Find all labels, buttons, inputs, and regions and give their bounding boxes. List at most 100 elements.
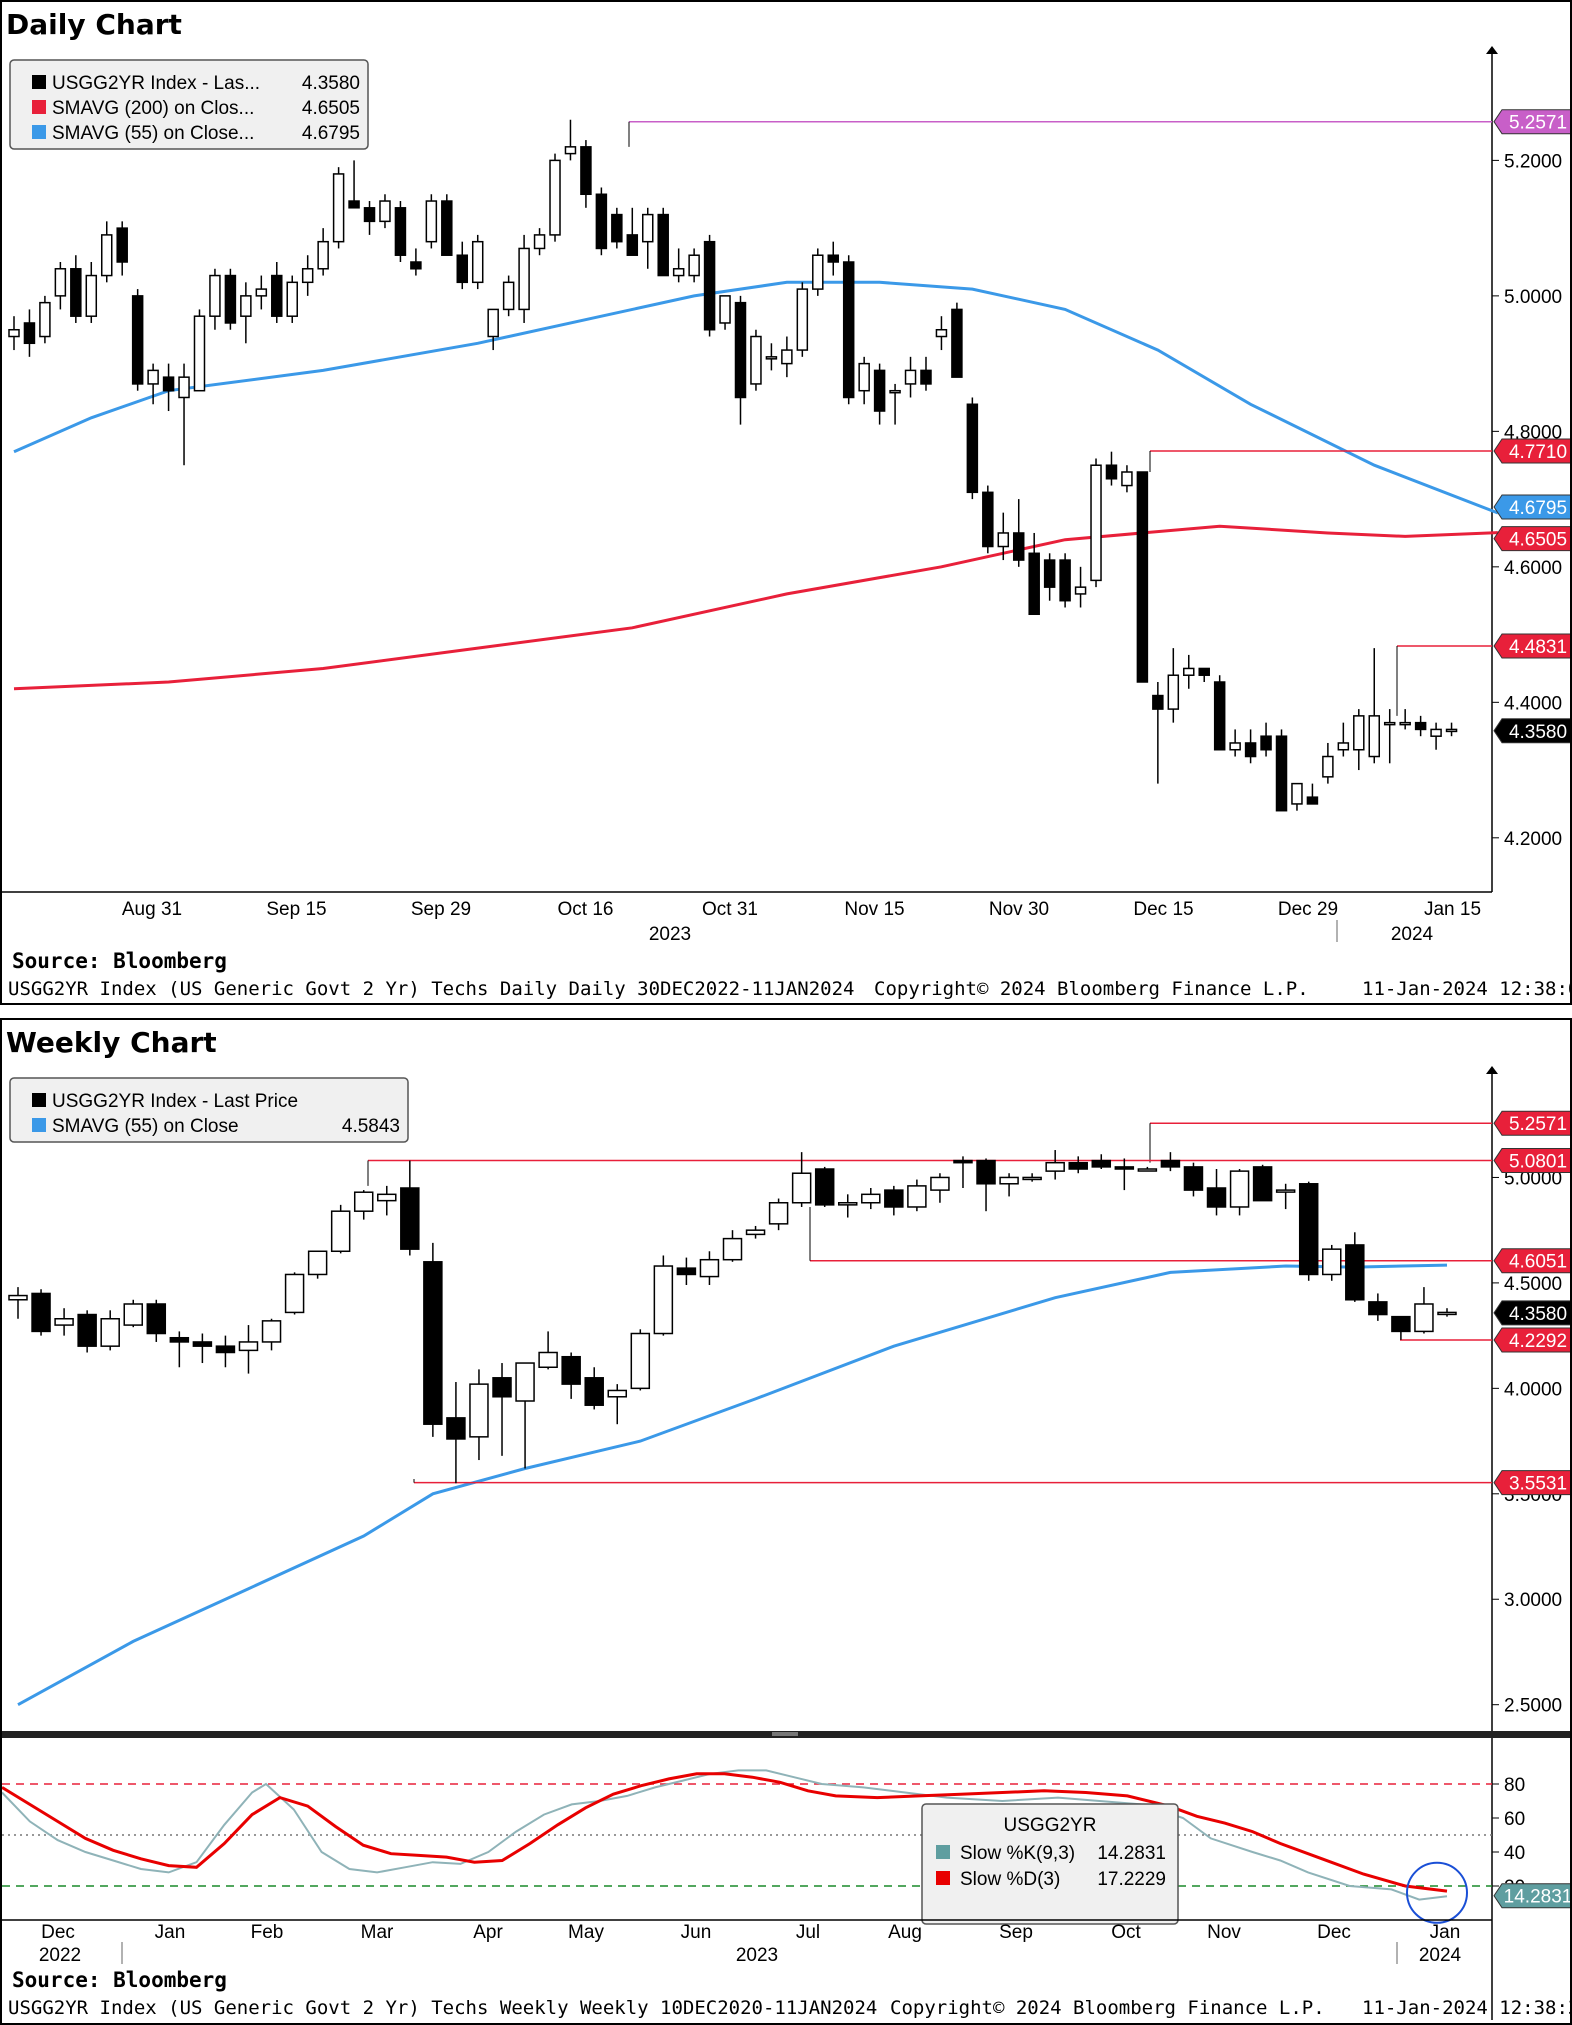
daily-candle-52 [812, 254, 824, 290]
daily-candle-73 [1136, 471, 1149, 683]
daily-candle-47 [734, 301, 747, 399]
daily-candle-22 [348, 200, 360, 209]
weekly-legend [9, 1077, 409, 1143]
weekly-candle-13 [307, 1250, 328, 1276]
daily-legend-label-0: USGG2YR Index - Las... [52, 73, 260, 94]
daily-candle-38 [595, 193, 608, 250]
daily-candle-90 [1399, 721, 1411, 726]
weekly-candle-21 [492, 1377, 512, 1398]
weekly-candle-52 [1206, 1187, 1227, 1208]
weekly-candle-37 [861, 1193, 881, 1204]
daily-candle-20 [317, 240, 329, 270]
daily-candle-35 [549, 159, 561, 236]
daily-x-tick-label-1: Sep 15 [266, 899, 326, 920]
daily-legend-swatch-0 [32, 75, 46, 89]
weekly-y-tick-label-3: 4.0000 [1504, 1379, 1562, 1400]
weekly-y-tick-label-0: 2.5000 [1504, 1696, 1562, 1717]
weekly-candle-36 [837, 1202, 858, 1206]
daily-candle-30 [471, 240, 484, 284]
weekly-chart-panel: Weekly Chart 2.5000 3.0000 3.5000 4.0000 4.5… [0, 1018, 1572, 2025]
daily-y-tick-label-0: 4.2000 [1504, 829, 1562, 850]
weekly-x-tick-label-12: Dec [1317, 1922, 1351, 1943]
daily-candle-68 [1059, 559, 1071, 602]
daily-candle-3 [54, 268, 67, 297]
weekly-x-tick-label-13: Jan [1430, 1922, 1461, 1943]
stoch-y-tick-label-3: 80 [1504, 1775, 1525, 1796]
daily-footer-left: USGG2YR Index (US Generic Govt 2 Yr) Tec… [8, 978, 855, 1000]
weekly-candle-1 [31, 1292, 51, 1333]
stoch-legend [921, 1803, 1179, 1925]
weekly-x-tick-label-4: Apr [473, 1922, 503, 1943]
weekly-candle-44 [1022, 1176, 1042, 1181]
weekly-candle-48 [1114, 1166, 1135, 1170]
daily-sma55-line [13, 280, 1499, 515]
daily-sma200-line [13, 524, 1498, 691]
weekly-divider-handle [772, 1732, 798, 1736]
daily-candle-69 [1074, 586, 1087, 595]
weekly-y-tick-label-5: 5.0000 [1504, 1168, 1562, 1189]
weekly-candle-38 [884, 1189, 904, 1208]
daily-candle-83 [1291, 782, 1303, 805]
stoch-legend-title: USGG2YR [1004, 1815, 1097, 1836]
weekly-candle-55 [1275, 1189, 1296, 1193]
weekly-y-tick-label-1: 3.0000 [1504, 1590, 1562, 1611]
weekly-y-axis-arrow [1486, 1066, 1498, 1074]
weekly-candle-14 [330, 1210, 351, 1253]
weekly-x-tick-label-1: Jan [155, 1922, 186, 1943]
daily-candle-21 [332, 173, 345, 243]
daily-x-tick-label-2: Sep 29 [411, 899, 471, 920]
weekly-level-tag-1: 5.0801 [1509, 1152, 1567, 1173]
weekly-candle-22 [515, 1362, 535, 1402]
daily-x-tick-label-9: Jan 15 [1424, 899, 1481, 920]
weekly-chart-title: Weekly Chart [6, 1026, 217, 1059]
daily-level-tag-1: 4.7710 [1509, 442, 1567, 463]
daily-candle-5 [85, 274, 98, 317]
weekly-level-tag-4: 4.2292 [1509, 1331, 1567, 1352]
daily-candle-4 [70, 268, 82, 317]
weekly-candle-39 [907, 1185, 927, 1208]
stoch-legend-value-1: 17.2229 [1097, 1869, 1166, 1890]
weekly-candle-5 [123, 1303, 143, 1326]
daily-level-tag-2: 4.6795 [1509, 498, 1567, 519]
daily-candle-51 [796, 288, 809, 351]
weekly-candle-57 [1322, 1248, 1342, 1276]
daily-legend-value-0: 4.3580 [302, 73, 360, 94]
weekly-legend-swatch-0 [32, 1093, 46, 1107]
weekly-x-tick-label-6: Jun [681, 1922, 712, 1943]
daily-candle-6 [100, 234, 113, 277]
weekly-candle-2 [54, 1318, 74, 1326]
stoch-legend-label-1: Slow %D(3) [960, 1869, 1060, 1890]
weekly-x-tick-label-11: Nov [1207, 1922, 1241, 1943]
weekly-candle-30 [699, 1258, 720, 1278]
daily-candle-18 [286, 281, 298, 317]
daily-candle-88 [1368, 715, 1381, 758]
weekly-legend-value-1: 4.5843 [342, 1116, 400, 1137]
daily-candle-62 [966, 403, 979, 494]
daily-candle-93 [1445, 728, 1458, 733]
weekly-legend-label-1: SMAVG (55) on Close [52, 1116, 239, 1137]
daily-candle-91 [1414, 721, 1427, 731]
weekly-candle-58 [1345, 1244, 1365, 1301]
stoch-legend-label-0: Slow %K(9,3) [960, 1843, 1075, 1864]
weekly-candle-12 [284, 1273, 305, 1314]
daily-candle-63 [982, 491, 994, 548]
daily-candle-46 [719, 295, 731, 324]
weekly-candle-34 [791, 1172, 812, 1204]
weekly-level-tag-0: 5.2571 [1509, 1114, 1567, 1135]
daily-candle-25 [394, 207, 407, 256]
daily-candle-60 [935, 328, 948, 338]
weekly-candle-24 [561, 1355, 581, 1385]
daily-x-tick-label-5: Nov 15 [844, 899, 904, 920]
daily-legend-swatch-2 [32, 125, 46, 139]
daily-y-tick-label-3: 4.8000 [1504, 422, 1562, 443]
stoch-legend-value-0: 14.2831 [1097, 1843, 1166, 1864]
daily-level-tag-3: 4.6505 [1509, 530, 1567, 551]
weekly-year-label-2: 2024 [1419, 1945, 1462, 1966]
daily-candle-49 [765, 356, 778, 360]
weekly-year-label-1: 2023 [736, 1945, 778, 1966]
daily-candle-10 [162, 376, 175, 392]
weekly-candle-20 [469, 1383, 489, 1438]
daily-x-tick-label-8: Dec 29 [1278, 899, 1338, 920]
weekly-x-tick-label-0: Dec [41, 1922, 75, 1943]
daily-candle-8 [131, 295, 144, 385]
